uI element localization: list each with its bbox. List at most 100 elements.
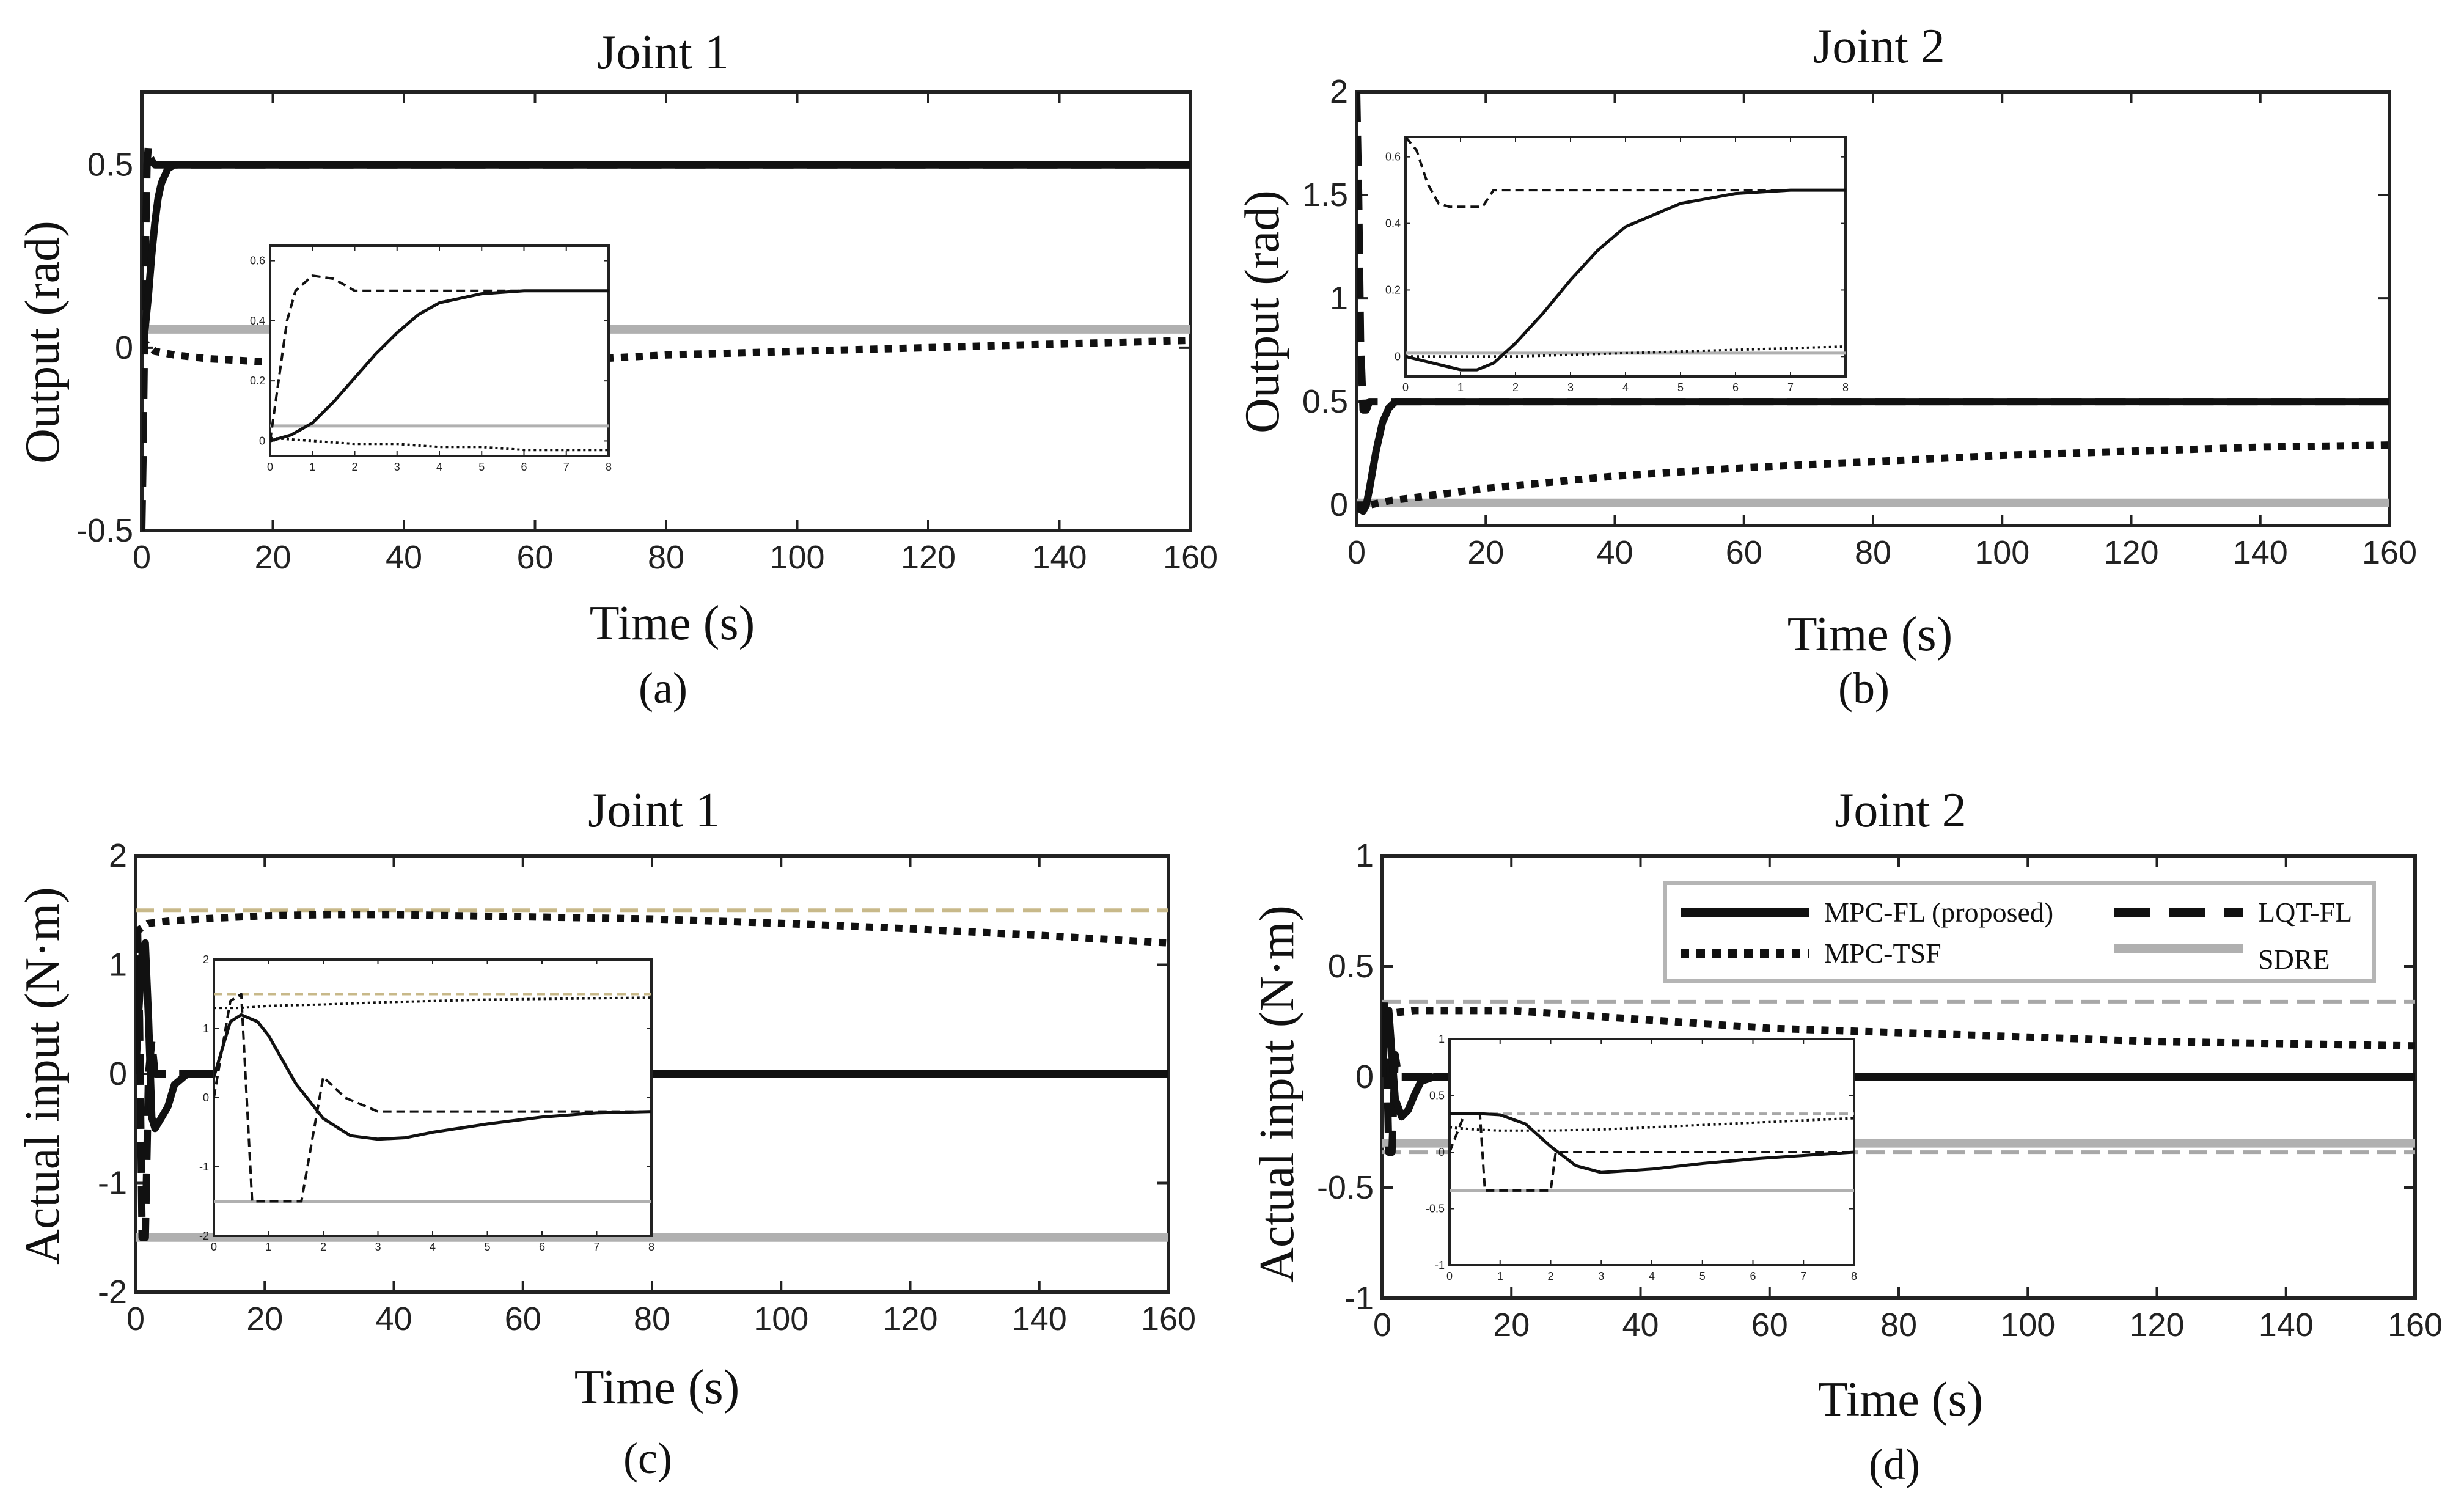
panel-a-inset-xtick-label: 6 <box>521 461 527 473</box>
panel-d-inset-xtick-label: 0 <box>1447 1270 1453 1282</box>
panel-a-inset-xtick-label: 2 <box>351 461 358 473</box>
panel-a-xtick-label: 160 <box>1163 539 1218 576</box>
panel-b-xtick-label: 120 <box>2103 534 2158 571</box>
panel-c-ytick-label: 0 <box>109 1056 127 1092</box>
panel-a-xtick-label: 100 <box>769 539 824 576</box>
panel-a-ytick-label: -0.5 <box>76 512 133 549</box>
panel-b-inset-ytick-label: 0.2 <box>1385 284 1401 296</box>
panel-b-inset-ytick-label: 0.4 <box>1385 218 1401 230</box>
panel-c-xtick-label: 60 <box>505 1301 541 1337</box>
panel-d-inset-xtick-label: 6 <box>1750 1270 1756 1282</box>
panel-c-inset-ytick-label: -1 <box>199 1161 209 1173</box>
panel-a-inset: 0 1 2 3 4 5 6 7 8 0 0.2 0.4 0.6 <box>250 244 612 473</box>
panel-c-inset-ytick-label: 1 <box>203 1023 209 1035</box>
panel-c: Joint 1 Time (s) Actual input (N·m) (c) <box>16 784 739 1483</box>
panel-a-series-mpc-fl <box>142 161 1190 348</box>
panel-b-inset-xtick-label: 6 <box>1733 381 1739 394</box>
panel-a-ytick-label: 0.5 <box>87 147 133 183</box>
panel-b-series-mpc-fl <box>1357 398 2389 515</box>
panel-b-series-mpc-tsf <box>1357 441 2389 509</box>
panel-c-inset-xtick-label: 5 <box>484 1241 490 1253</box>
panel-d-xtick-label: 160 <box>2388 1307 2443 1343</box>
panel-b-series-lqt-fl <box>1357 92 2389 414</box>
panel-c-inset-xtick-label: 1 <box>265 1241 271 1253</box>
panel-d-series-mpc-fl <box>1382 1007 2415 1121</box>
legend-label-mpc-fl: MPC-FL (proposed) <box>1824 897 2053 928</box>
panel-b-xtick-label: 40 <box>1596 534 1633 571</box>
panel-c-inset-xtick-label: 7 <box>593 1241 600 1253</box>
panel-d-inset-xtick-label: 4 <box>1649 1270 1655 1282</box>
panel-d-xtick-label: 80 <box>1880 1307 1917 1343</box>
panel-a-inset-ytick-label: 0.2 <box>250 375 265 387</box>
panel-b-xtick-label: 60 <box>1726 534 1762 571</box>
panel-c-xtick-label: 120 <box>882 1301 937 1337</box>
panel-c-inset-xtick-label: 0 <box>211 1241 217 1253</box>
panel-b-inset-xtick-label: 7 <box>1788 381 1794 394</box>
panel-c-xtick-label: 0 <box>127 1301 145 1337</box>
panel-c-ytick-label: -1 <box>98 1165 127 1202</box>
panel-b: Joint 2 Time (s) Output (rad) (b) <box>1236 20 1953 713</box>
panel-b-ytick-label: 1 <box>1330 280 1348 317</box>
panel-b-inset-xtick-label: 4 <box>1623 381 1629 394</box>
panel-d-inset-xtick-label: 2 <box>1547 1270 1553 1282</box>
panel-a-ytick-label: 0 <box>115 329 133 366</box>
panel-a-inset-series-lqt-fl <box>270 274 609 441</box>
legend-label-sdre: SDRE <box>2258 944 2330 975</box>
panel-d-inset-ytick-label: -0.5 <box>1426 1203 1445 1215</box>
panel-a-ylabel: Output (rad) <box>16 221 70 464</box>
panel-d-title: Joint 2 <box>1835 784 1967 837</box>
panel-c-inset-series-lqt-fl <box>214 993 651 1203</box>
panel-c-ytick-label: -2 <box>98 1274 127 1310</box>
panel-d-ytick-label: -0.5 <box>1317 1169 1374 1206</box>
panel-c-xtick-label: 160 <box>1141 1301 1196 1337</box>
panel-d-inset-series-mpc-fl <box>1450 1112 1854 1174</box>
panel-a-xtick-label: 60 <box>516 539 553 576</box>
panel-a-title: Joint 1 <box>597 26 729 79</box>
panel-c-title: Joint 1 <box>588 784 720 837</box>
panel-b-inset-xtick-label: 0 <box>1402 381 1409 394</box>
legend: MPC-FL (proposed) LQT-FL MPC-TSF SDRE <box>1663 881 2376 983</box>
panel-a-inset-xtick-label: 5 <box>479 461 485 473</box>
panel-c-inset-xtick-label: 8 <box>648 1241 654 1253</box>
legend-label-mpc-tsf: MPC-TSF <box>1824 938 1942 969</box>
panel-b-inset-series-lqt-fl <box>1406 137 1846 208</box>
panel-d-xtick-label: 140 <box>2259 1307 2314 1343</box>
panel-c-ytick-label: 1 <box>109 947 127 983</box>
panel-a-inset-plot-area <box>270 274 609 452</box>
panel-c-ytick-label: 2 <box>109 837 127 874</box>
panel-c-xlabel: Time (s) <box>574 1361 739 1414</box>
panel-b-inset-series-mpc-fl <box>1406 188 1846 372</box>
panel-d-inset-series-mpc-tsf <box>1450 1117 1854 1132</box>
panel-c-caption: (c) <box>623 1434 672 1483</box>
panel-b-inset-xtick-label: 3 <box>1568 381 1574 394</box>
panel-a-inset-xtick-label: 7 <box>563 461 570 473</box>
panel-d-series-mpc-tsf <box>1382 1007 2415 1050</box>
panel-d-inset-xtick-label: 1 <box>1497 1270 1503 1282</box>
panel-b-title: Joint 2 <box>1813 20 1945 73</box>
panel-c-series-mpc-tsf <box>136 911 1168 947</box>
panel-a-inset-plot-frame <box>269 244 610 457</box>
panel-a-inset-xtick-label: 8 <box>606 461 612 473</box>
panel-c-inset-plot-frame <box>213 958 653 1237</box>
panel-b-xtick-label: 0 <box>1348 534 1366 571</box>
panel-a-chart: 0 20 40 60 80 100 120 140 160-0.500.50 1 2 3 4 5 6 7 800… <box>76 90 1218 576</box>
panel-a-caption: (a) <box>639 664 688 713</box>
panel-a-inset-ytick-label: 0 <box>259 435 265 447</box>
panel-b-xtick-label: 80 <box>1855 534 1891 571</box>
panel-b-xtick-label: 160 <box>2362 534 2417 571</box>
panel-b-inset-series-mpc-tsf <box>1406 345 1846 358</box>
panel-d-plot-area <box>1382 997 2415 1156</box>
panel-a-xtick-label: 40 <box>386 539 422 576</box>
panel-b-xtick-label: 140 <box>2233 534 2288 571</box>
panel-a-series-lqt-fl <box>142 142 1190 531</box>
panel-b-inset-ytick-label: 0 <box>1395 350 1401 362</box>
panel-c-xtick-label: 140 <box>1012 1301 1067 1337</box>
panel-c-series-mpc-fl <box>136 939 1168 1133</box>
panel-d-inset-ytick-label: 1 <box>1439 1033 1445 1045</box>
panel-b-ytick-label: 0 <box>1330 487 1348 523</box>
panel-b-ylabel: Output (rad) <box>1236 190 1289 433</box>
panel-c-inset-xtick-label: 3 <box>375 1241 381 1253</box>
panel-c-xtick-label: 40 <box>375 1301 412 1337</box>
